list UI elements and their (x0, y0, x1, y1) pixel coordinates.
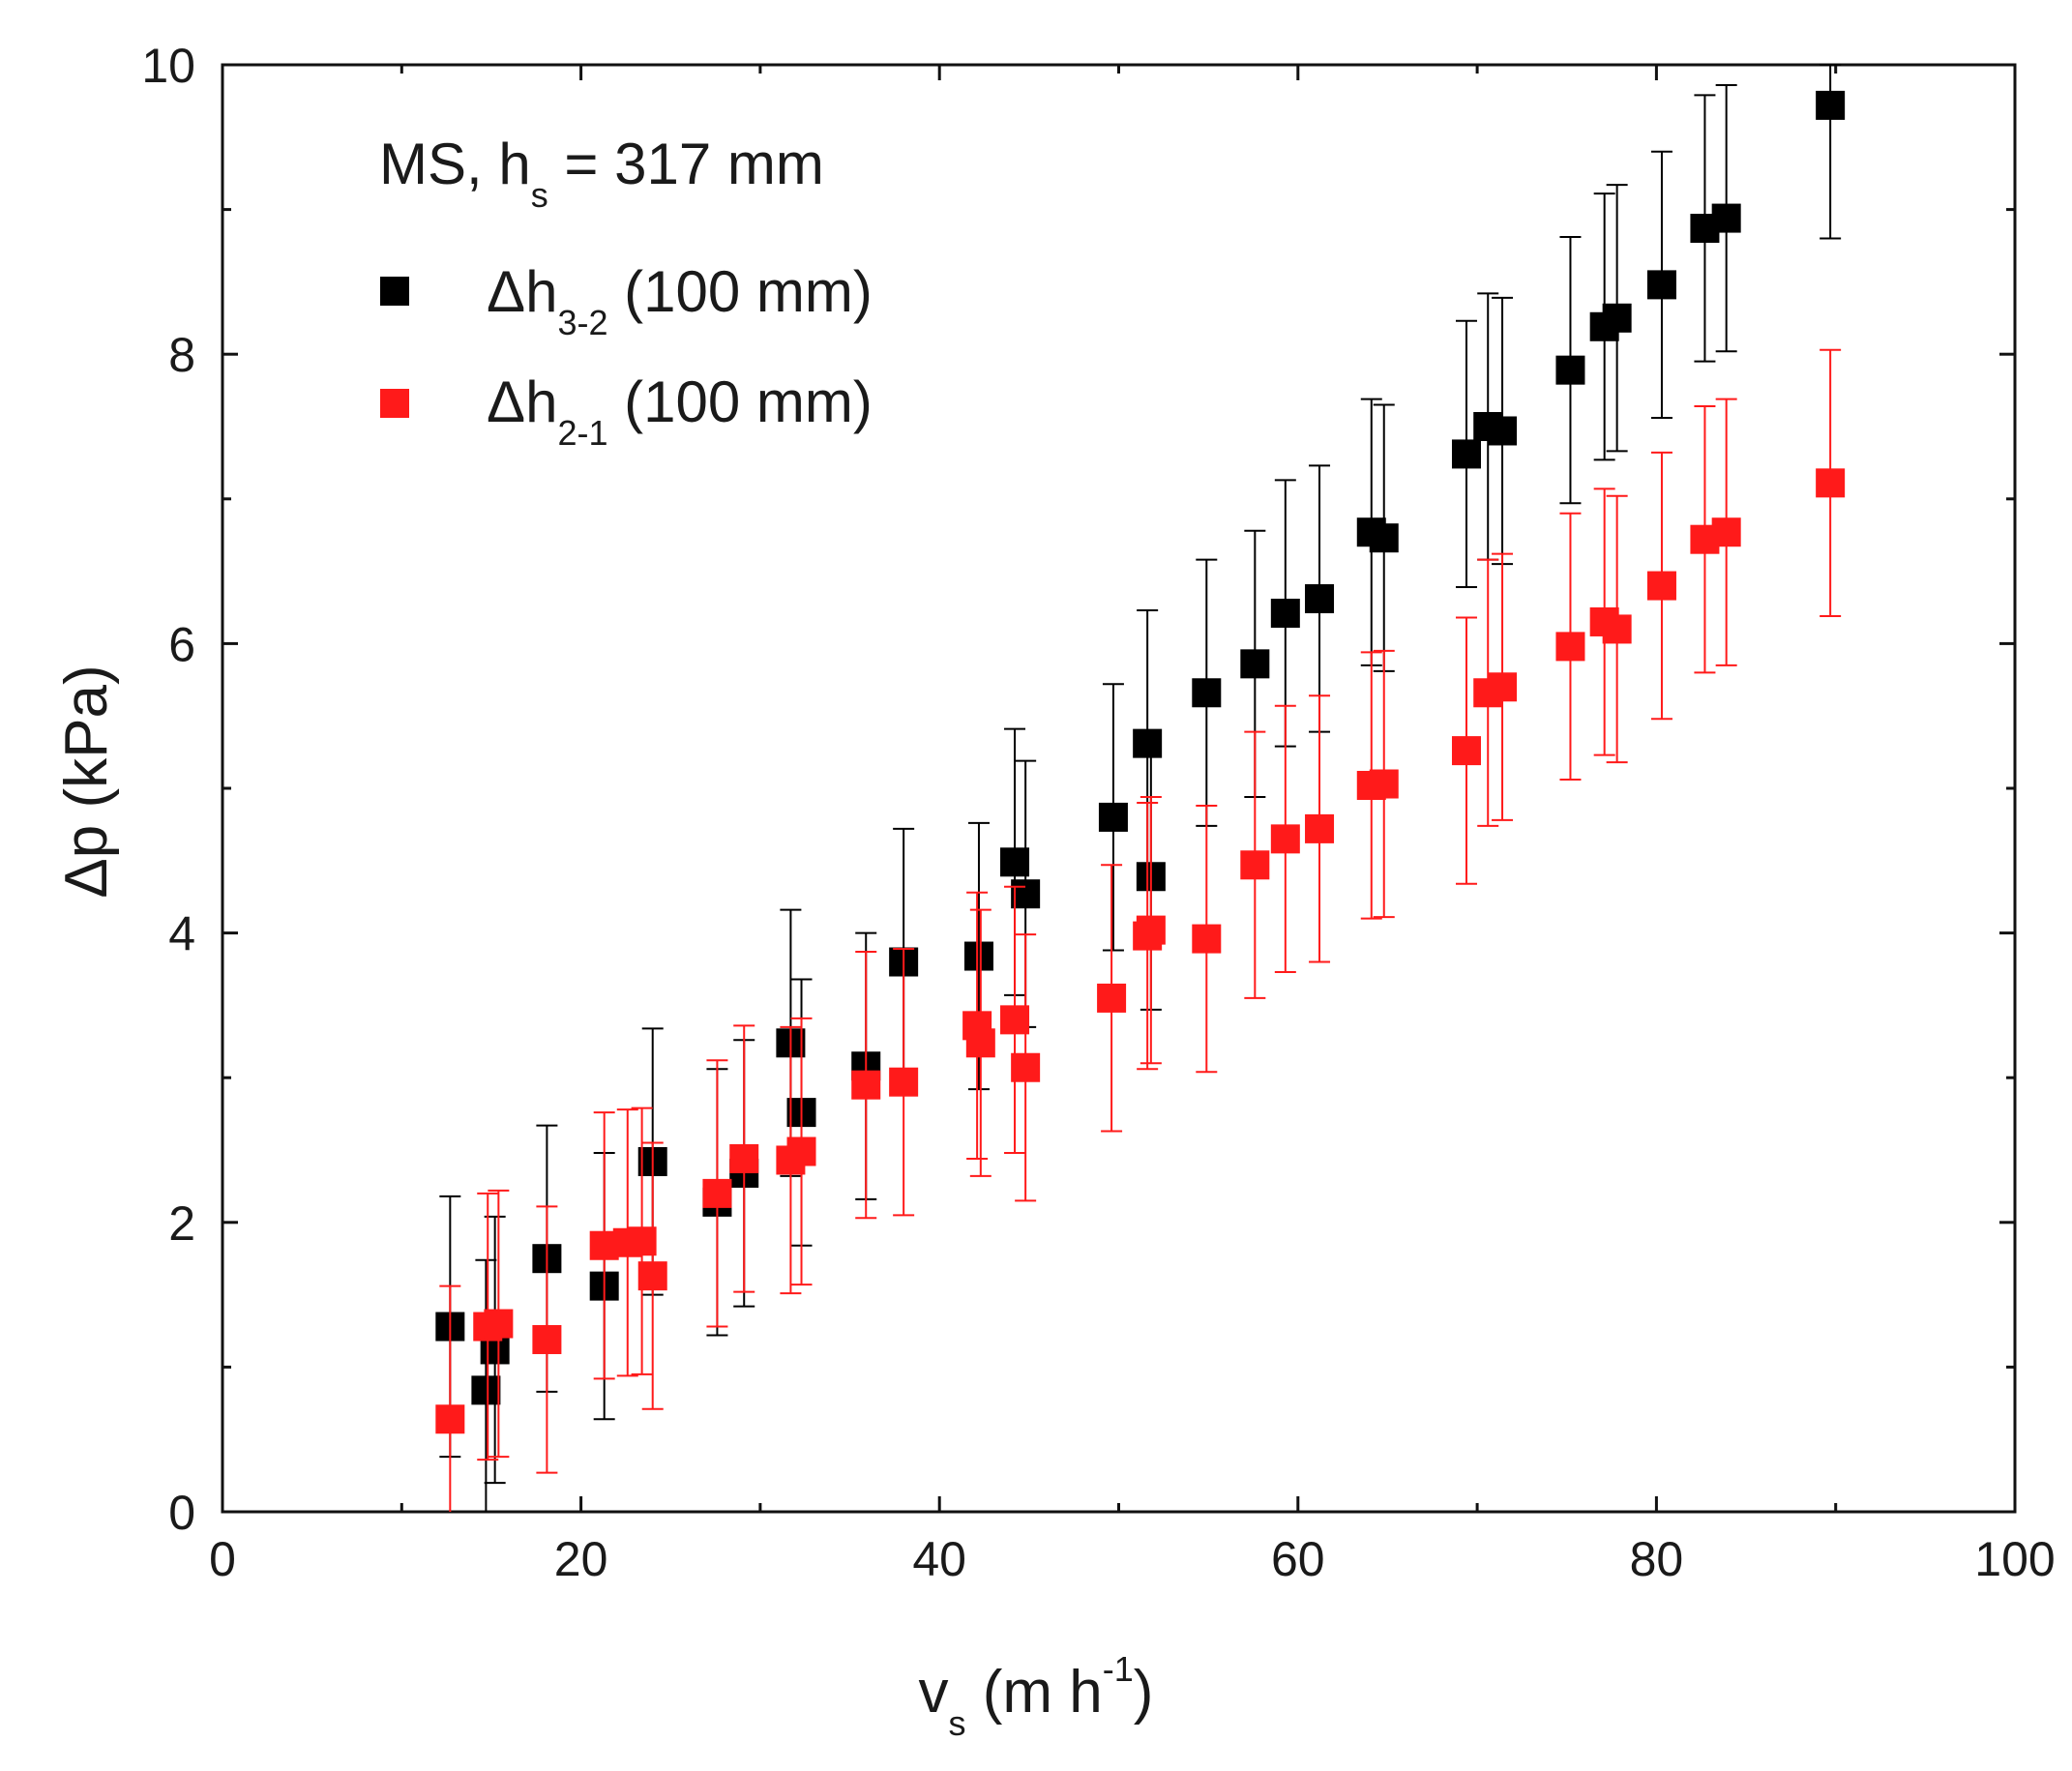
data-point (1711, 517, 1741, 547)
legend-marker-series-0 (380, 277, 409, 306)
data-point (1098, 802, 1128, 832)
axis-ticks (221, 63, 2017, 1514)
y-tick-label: 0 (168, 1486, 195, 1540)
legend: Δh3-2 (100 mm) Δh2-1 (100 mm) (380, 259, 873, 453)
series-1-markers (435, 468, 1846, 1434)
x-tick-label: 80 (1630, 1532, 1684, 1586)
data-point (1000, 1005, 1030, 1035)
y-tick-label: 2 (168, 1196, 195, 1251)
data-point (1646, 270, 1676, 300)
x-tick-label: 100 (1974, 1532, 2055, 1586)
data-point (1305, 584, 1335, 614)
data-point (532, 1324, 562, 1354)
data-point (1816, 90, 1846, 120)
data-point (1711, 203, 1741, 233)
data-point (1488, 672, 1518, 702)
data-point (1488, 416, 1518, 446)
chart-annotation: MS, hs = 317 mm (379, 132, 824, 215)
data-point (1555, 355, 1585, 385)
y-tick-label: 6 (168, 617, 195, 671)
data-point (1240, 649, 1270, 679)
y-axis-label: Δp (kPa) (53, 664, 120, 898)
data-point (637, 1261, 667, 1291)
data-point (889, 1067, 919, 1097)
data-point (702, 1178, 732, 1208)
series-1 (435, 348, 1846, 1512)
x-axis-label: vs (m h-1) (919, 1649, 1154, 1743)
legend-marker-series-1 (380, 389, 409, 418)
data-point (1270, 824, 1300, 854)
data-point (1602, 303, 1632, 333)
data-point (1192, 924, 1222, 954)
data-point (1816, 468, 1846, 498)
data-point (1646, 571, 1676, 601)
series-layer (435, 64, 1846, 1512)
y-tick-label: 10 (141, 39, 195, 93)
data-point (1451, 736, 1481, 766)
data-point (965, 1028, 995, 1058)
data-point (484, 1309, 514, 1339)
data-point (1000, 847, 1030, 877)
data-point (1011, 879, 1041, 909)
data-point (435, 1404, 465, 1434)
data-point (786, 1136, 816, 1166)
x-tick-label: 0 (209, 1532, 236, 1586)
y-tick-labels: 0 2 4 6 8 10 (141, 39, 195, 1540)
data-point (1011, 1052, 1041, 1082)
data-point (627, 1226, 657, 1256)
x-tick-label: 20 (554, 1532, 608, 1586)
data-point (1133, 728, 1163, 758)
legend-label-series-0: Δh3-2 (100 mm) (487, 259, 873, 342)
y-tick-label: 8 (168, 328, 195, 382)
data-point (1097, 983, 1127, 1013)
legend-label-series-1: Δh2-1 (100 mm) (487, 369, 873, 453)
data-point (1555, 632, 1585, 662)
data-point (1136, 915, 1166, 945)
data-point (963, 941, 993, 971)
data-point (1192, 678, 1222, 708)
data-point (1451, 439, 1481, 469)
data-point (1369, 769, 1399, 799)
data-point (729, 1143, 759, 1173)
data-point (1602, 614, 1632, 644)
x-tick-label: 40 (912, 1532, 966, 1586)
data-point (1240, 850, 1270, 880)
data-point (1305, 813, 1335, 843)
y-tick-label: 4 (168, 907, 195, 961)
data-point (851, 1070, 881, 1100)
data-point (1369, 523, 1399, 553)
x-tick-label: 60 (1271, 1532, 1325, 1586)
data-point (471, 1375, 501, 1405)
data-point (1270, 598, 1300, 628)
x-tick-labels: 0 20 40 60 80 100 (209, 1532, 2056, 1586)
